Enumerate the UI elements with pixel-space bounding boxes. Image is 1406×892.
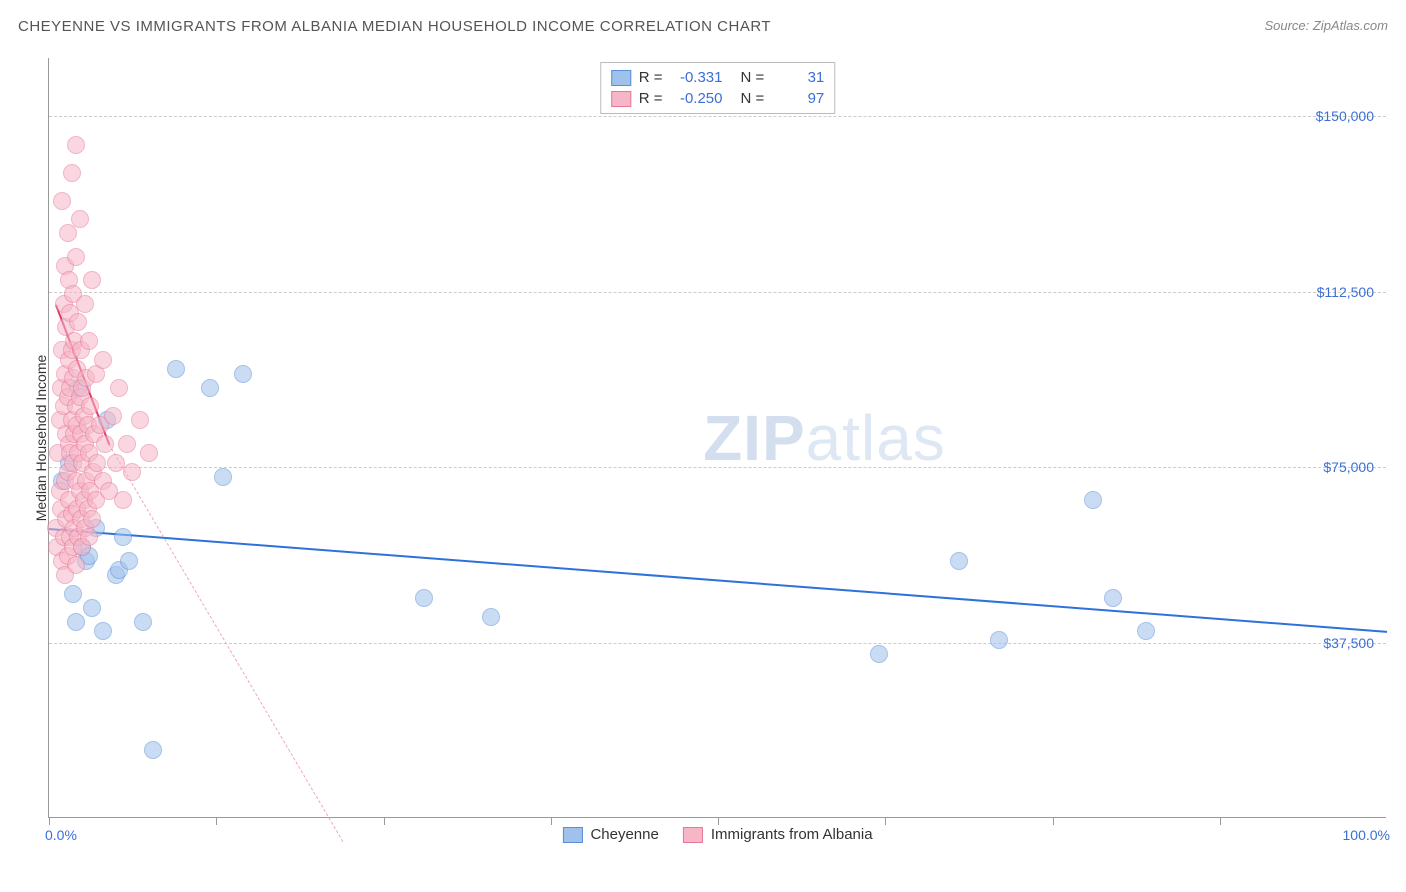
data-point (123, 463, 141, 481)
data-point (67, 248, 85, 266)
legend-label: Immigrants from Albania (711, 826, 873, 843)
data-point (107, 454, 125, 472)
n-label: N = (741, 90, 765, 107)
y-tick-label: $37,500 (1323, 635, 1374, 651)
data-point (59, 224, 77, 242)
data-point (990, 631, 1008, 649)
data-point (94, 351, 112, 369)
legend-swatch (683, 827, 703, 843)
data-point (144, 741, 162, 759)
r-value: -0.250 (671, 90, 723, 107)
legend-swatch (611, 91, 631, 107)
data-point (118, 435, 136, 453)
x-tick (1220, 817, 1221, 825)
data-point (1104, 589, 1122, 607)
data-point (76, 295, 94, 313)
data-point (134, 613, 152, 631)
data-point (234, 365, 252, 383)
chart-legend: Cheyenne Immigrants from Albania (562, 826, 872, 843)
stats-row: R = -0.250 N = 97 (611, 88, 825, 109)
trend-line (49, 528, 1387, 633)
y-tick-label: $112,500 (1317, 284, 1374, 300)
data-point (80, 332, 98, 350)
data-point (104, 407, 122, 425)
data-point (83, 271, 101, 289)
data-point (83, 510, 101, 528)
x-tick (718, 817, 719, 825)
data-point (114, 528, 132, 546)
y-axis-title: Median Household Income (33, 354, 49, 521)
data-point (67, 556, 85, 574)
x-tick (1053, 817, 1054, 825)
data-point (88, 454, 106, 472)
source-attribution: Source: ZipAtlas.com (1264, 18, 1388, 33)
x-tick (49, 817, 50, 825)
gridline (49, 292, 1386, 293)
data-point (167, 360, 185, 378)
data-point (140, 444, 158, 462)
data-point (114, 491, 132, 509)
data-point (201, 379, 219, 397)
chart-title: CHEYENNE VS IMMIGRANTS FROM ALBANIA MEDI… (18, 18, 771, 35)
x-axis-max-label: 100.0% (1343, 827, 1390, 843)
data-point (482, 608, 500, 626)
legend-swatch (611, 70, 631, 86)
x-tick (551, 817, 552, 825)
data-point (63, 164, 81, 182)
data-point (81, 397, 99, 415)
data-point (1137, 622, 1155, 640)
data-point (950, 552, 968, 570)
y-tick-label: $75,000 (1323, 459, 1374, 475)
stats-row: R = -0.331 N = 31 (611, 67, 825, 88)
correlation-stats-box: R = -0.331 N = 31 R = -0.250 N = 97 (600, 62, 836, 114)
data-point (83, 599, 101, 617)
n-value: 97 (772, 90, 824, 107)
legend-swatch (562, 827, 582, 843)
r-label: R = (639, 90, 663, 107)
x-tick (384, 817, 385, 825)
legend-item: Immigrants from Albania (683, 826, 873, 843)
source-label: Source: (1264, 18, 1312, 33)
data-point (94, 622, 112, 640)
gridline (49, 467, 1386, 468)
watermark-part-b: atlas (806, 402, 946, 474)
x-tick (216, 817, 217, 825)
data-point (53, 192, 71, 210)
scatter-chart: Median Household Income ZIPatlas R =-0.3… (48, 58, 1386, 818)
data-point (131, 411, 149, 429)
gridline (49, 643, 1386, 644)
data-point (870, 645, 888, 663)
r-label: R = (639, 69, 663, 86)
data-point (64, 585, 82, 603)
data-point (214, 468, 232, 486)
data-point (110, 379, 128, 397)
y-tick-label: $150,000 (1316, 108, 1374, 124)
source-name: ZipAtlas.com (1313, 18, 1388, 33)
data-point (69, 313, 87, 331)
x-tick (885, 817, 886, 825)
r-value: -0.331 (671, 69, 723, 86)
data-point (80, 528, 98, 546)
x-axis-min-label: 0.0% (45, 827, 77, 843)
watermark-part-a: ZIP (703, 402, 806, 474)
data-point (71, 210, 89, 228)
data-point (1084, 491, 1102, 509)
data-point (415, 589, 433, 607)
data-point (67, 613, 85, 631)
gridline (49, 116, 1386, 117)
data-point (120, 552, 138, 570)
data-point (67, 136, 85, 154)
legend-label: Cheyenne (590, 826, 658, 843)
watermark: ZIPatlas (703, 401, 946, 475)
n-value: 31 (772, 69, 824, 86)
n-label: N = (741, 69, 765, 86)
data-point (96, 435, 114, 453)
legend-item: Cheyenne (562, 826, 658, 843)
